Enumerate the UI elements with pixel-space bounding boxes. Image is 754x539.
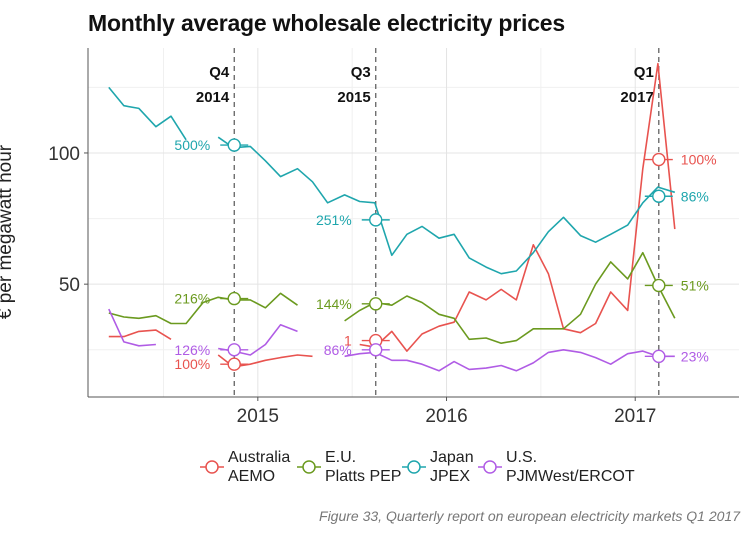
legend-key-eu [297, 460, 321, 474]
legend-key-australia [200, 460, 224, 474]
quarter-year-label: 2014 [196, 89, 230, 106]
legend-label: Platts PEP [325, 468, 402, 485]
legend-label: Japan [430, 449, 474, 466]
legend-item-australia: Australia AEMO [200, 448, 290, 486]
legend-item-eu: E.U. Platts PEP [297, 448, 401, 486]
legend-item-us: U.S. PJMWest/ERCOT [478, 448, 635, 486]
y-tick-label: 50 [59, 275, 80, 296]
quarter-label: Q3 [351, 64, 371, 81]
x-tick-label: 2016 [425, 406, 467, 427]
y-tick-label: 100 [48, 144, 80, 165]
data-label-1: 144% [316, 296, 352, 312]
data-marker-1 [227, 291, 241, 306]
data-marker-3 [369, 343, 383, 357]
data-label-0: 100% [174, 356, 210, 372]
data-label-2: 500% [174, 137, 210, 153]
legend-label: Australia [228, 449, 291, 466]
legend-item-japan: Japan JPEX [402, 448, 474, 486]
data-marker-2 [369, 213, 383, 227]
legend-label: AEMO [228, 468, 276, 485]
data-marker-1 [369, 297, 383, 311]
legend-label: PJMWest/ERCOT [506, 468, 635, 485]
data-marker-3 [227, 343, 241, 357]
legend-label: U.S. [506, 449, 538, 466]
x-tick-label: 2017 [614, 406, 656, 427]
series-line-2 [108, 86, 676, 275]
data-label-1: 51% [681, 277, 709, 293]
data-marker-3 [652, 349, 666, 364]
legend-label: JPEX [430, 468, 471, 485]
data-label-2: 86% [681, 188, 709, 204]
legend-label: E.U. [325, 449, 357, 466]
chart-title: Monthly average wholesale electricity pr… [88, 10, 565, 36]
data-marker-0 [227, 357, 241, 371]
data-marker-2 [227, 138, 241, 152]
quarter-label: Q4 [209, 64, 230, 81]
quarter-label: Q1 [634, 64, 654, 81]
figure-caption: Figure 33, Quarterly report on european … [319, 508, 740, 524]
legend-key-us [478, 460, 502, 474]
data-label-0: 1 [344, 333, 352, 349]
data-label-3: 23% [681, 348, 709, 364]
data-label-1: 216% [174, 291, 210, 307]
quarter-year-label: 2017 [620, 89, 653, 106]
quarter-year-label: 2015 [337, 89, 370, 106]
data-marker-2 [652, 189, 666, 203]
data-marker-0 [652, 152, 666, 167]
data-label-0: 100% [681, 152, 717, 168]
series-line-0 [108, 62, 676, 368]
x-tick-label: 2015 [237, 406, 279, 427]
legend-key-japan [402, 460, 426, 474]
data-label-2: 251% [316, 212, 352, 228]
data-label-3: 126% [174, 342, 210, 358]
series-line-1 [108, 251, 676, 344]
data-marker-1 [652, 278, 666, 293]
data-label-3: 86% [324, 342, 352, 358]
